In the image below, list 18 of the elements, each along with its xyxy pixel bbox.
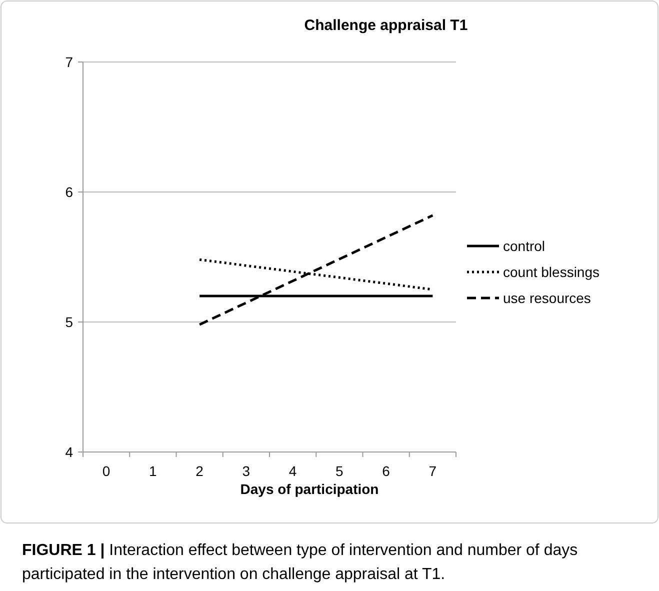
x-tick-label: 0 (102, 463, 110, 479)
x-tick-label: 5 (336, 463, 344, 479)
x-tick-label: 4 (288, 463, 297, 479)
x-tick-label: 6 (382, 463, 390, 479)
x-tick-label: 7 (428, 463, 437, 479)
legend-label: use resources (503, 290, 591, 306)
y-tick-label: 6 (65, 184, 74, 200)
x-tick-label: 2 (196, 463, 204, 479)
chart-title: Challenge appraisal T1 (304, 17, 468, 34)
legend-label: control (503, 238, 546, 254)
y-tick-label: 7 (65, 54, 74, 70)
x-tick-label: 3 (242, 463, 250, 479)
x-tick-label: 1 (149, 463, 158, 479)
caption: FIGURE 1 | Interaction effect between type of intervention and number of days participated in the intervention on challenge appraisal at T1. (22, 542, 578, 583)
y-tick-label: 5 (65, 314, 74, 330)
legend-label: count blessings (503, 264, 600, 280)
x-axis-title: Days of participation (240, 481, 379, 497)
y-tick-label: 4 (65, 444, 74, 460)
